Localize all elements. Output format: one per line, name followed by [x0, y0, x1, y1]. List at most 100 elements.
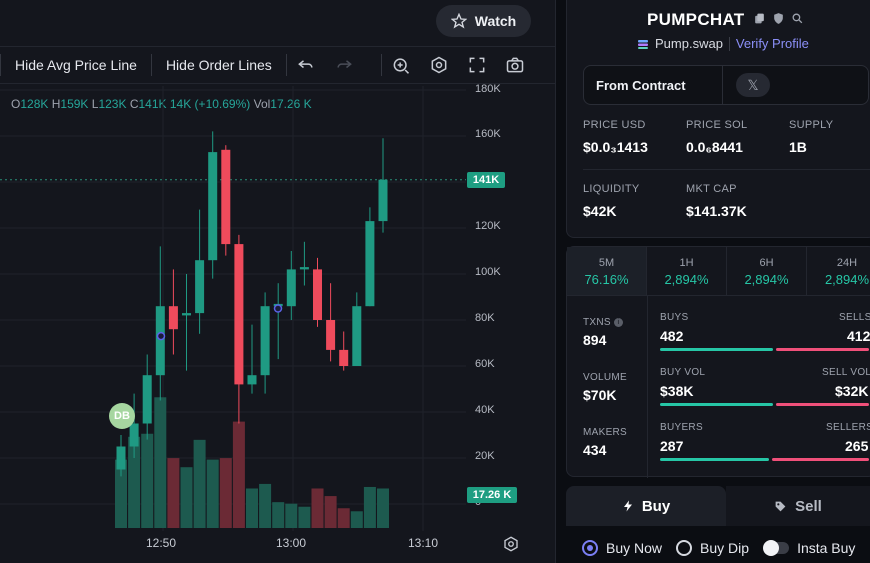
- hexagon-icon[interactable]: [420, 46, 458, 84]
- price-sol-label: PRICE SOL: [686, 119, 748, 131]
- volume-bar: [298, 506, 311, 528]
- tf-1h-value: 2,894%: [664, 272, 709, 287]
- tab-buy[interactable]: Buy: [566, 486, 726, 526]
- sell-vol-label: SELL VOL: [822, 367, 870, 378]
- token-info-card: PUMPCHAT Pump.swap Verify Profile From C…: [566, 0, 870, 238]
- pump-swap-icon: [638, 39, 648, 49]
- ohlc-high: 159K: [60, 97, 89, 111]
- last-price-tag: 141K: [467, 172, 505, 188]
- candle-body: [326, 320, 336, 350]
- candle-body: [116, 446, 126, 470]
- crosshair-icon[interactable]: [382, 46, 420, 84]
- ohlc-change: 14K (+10.69%): [169, 97, 251, 111]
- token-side-panel: PUMPCHAT Pump.swap Verify Profile From C…: [566, 0, 870, 563]
- from-contract-label[interactable]: From Contract: [596, 78, 686, 93]
- tf-5m-label: 5M: [598, 257, 615, 269]
- star-icon: [450, 13, 467, 29]
- toolbar-divider: [380, 54, 382, 76]
- order-marker: [156, 331, 166, 341]
- insta-buy-label[interactable]: Insta Buy: [797, 540, 856, 556]
- toolbar-divider: [150, 54, 152, 76]
- volume-bar: [180, 467, 193, 528]
- buyers-label: BUYERS: [660, 422, 703, 433]
- candle-body: [168, 306, 178, 330]
- undo-icon[interactable]: [287, 46, 325, 84]
- tab-6h[interactable]: 6H 2,894%: [727, 247, 807, 295]
- hide-avg-price-line-button[interactable]: Hide Avg Price Line: [15, 57, 137, 73]
- chart-toolbar: Hide Avg Price Line Hide Order Lines: [0, 46, 556, 84]
- token-badges: [753, 12, 804, 25]
- tab-24h[interactable]: 24H 2,894%: [807, 247, 870, 295]
- volume-label: VOLUME: [583, 372, 628, 383]
- candle-body: [234, 244, 244, 385]
- search-icon[interactable]: [791, 12, 804, 25]
- candle-body: [286, 269, 296, 307]
- candle-body: [155, 306, 165, 376]
- volume-bar: [219, 458, 232, 528]
- y-tick-label: 160K: [475, 128, 501, 140]
- candle-body: [182, 313, 191, 316]
- volume-bar: [311, 488, 324, 528]
- tf-6h-value: 2,894%: [744, 272, 789, 287]
- candle-body: [313, 269, 322, 320]
- tag-icon: [775, 501, 786, 511]
- fullscreen-icon[interactable]: [458, 46, 496, 84]
- activity-card: 5M 76.16% 1H 2,894% 6H 2,894% 24H 2,894%…: [566, 246, 870, 478]
- buyers-bar: [660, 458, 769, 461]
- watch-button[interactable]: Watch: [436, 5, 531, 37]
- db-marker[interactable]: DB: [109, 403, 135, 429]
- tf-1h-label: 1H: [679, 257, 694, 269]
- sellers-value: 265: [845, 438, 869, 454]
- shield-icon[interactable]: [772, 12, 785, 25]
- ohlc-low-label: L: [91, 97, 99, 111]
- buy-now-label[interactable]: Buy Now: [606, 540, 663, 556]
- token-subtitle: Pump.swap Verify Profile: [637, 36, 809, 51]
- hide-order-lines-button[interactable]: Hide Order Lines: [165, 57, 272, 73]
- verify-profile-link[interactable]: Verify Profile: [735, 36, 809, 51]
- volume-bar: [115, 459, 127, 528]
- y-tick-label: 120K: [475, 220, 501, 232]
- y-tick-label: 40K: [475, 404, 495, 416]
- candle-body: [142, 375, 152, 424]
- y-tick-label: 180K: [475, 83, 501, 95]
- liquidity-value: $42K: [583, 203, 617, 219]
- tab-5m[interactable]: 5M 76.16%: [567, 247, 647, 295]
- activity-column-divider: [647, 295, 648, 478]
- makers-value: 434: [583, 442, 607, 458]
- price-usd-label: PRICE USD: [583, 119, 646, 131]
- stats-divider: [583, 169, 870, 170]
- insta-buy-toggle[interactable]: [763, 540, 790, 556]
- volume-bar: [141, 433, 154, 528]
- candle-body: [352, 306, 362, 366]
- buy-dip-radio[interactable]: [676, 540, 693, 556]
- tab-1h[interactable]: 1H 2,894%: [647, 247, 727, 295]
- buys-label: BUYS: [660, 312, 689, 323]
- tab-sell[interactable]: Sell: [726, 486, 870, 526]
- candle-body: [339, 349, 349, 366]
- order-marker: [273, 304, 283, 313]
- volume-bar: [193, 439, 206, 528]
- x-social-button[interactable]: 𝕏: [736, 73, 770, 97]
- redo-icon[interactable]: [325, 46, 363, 84]
- volume-bar: [167, 458, 180, 528]
- chart-settings-icon[interactable]: [502, 535, 520, 553]
- volume-bar: [128, 436, 141, 528]
- mkt-cap-value: $141.37K: [686, 203, 747, 219]
- y-tick-label: 20K: [475, 450, 495, 462]
- buy-now-radio[interactable]: [582, 540, 598, 556]
- last-volume-tag: 17.26 K: [467, 487, 517, 503]
- copy-icon[interactable]: [753, 12, 766, 25]
- volume-bar: [285, 503, 298, 528]
- y-tick-label: 80K: [475, 312, 495, 324]
- token-name: PUMPCHAT: [647, 10, 745, 29]
- tf-5m-value: 76.16%: [584, 272, 629, 287]
- ohlc-low: 123K: [98, 97, 127, 111]
- liquidity-label: LIQUIDITY: [583, 183, 640, 195]
- contract-divider: [722, 66, 723, 104]
- y-tick-label: 60K: [475, 358, 495, 370]
- ohlc-open: 128K: [20, 97, 49, 111]
- camera-icon[interactable]: [496, 46, 534, 84]
- buy-dip-label[interactable]: Buy Dip: [700, 540, 750, 556]
- candlestick-chart[interactable]: [0, 86, 556, 531]
- sells-label: SELLS: [839, 312, 870, 323]
